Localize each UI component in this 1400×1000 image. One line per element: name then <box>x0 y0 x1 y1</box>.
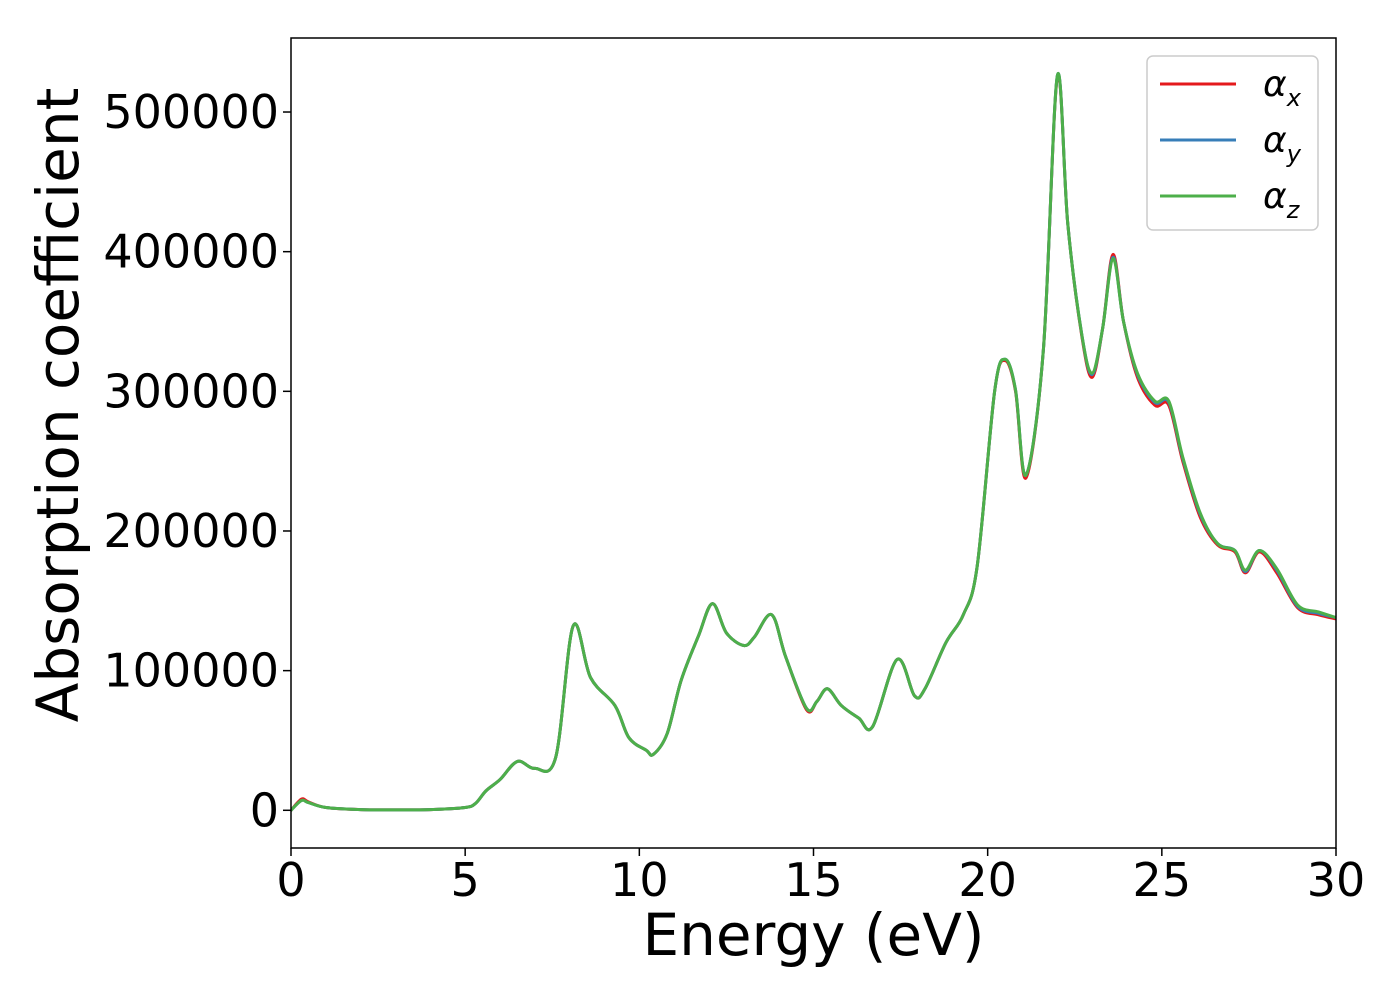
x-tick-label: 15 <box>784 853 843 907</box>
y-tick-label: 500000 <box>103 85 279 139</box>
y-tick-label: 400000 <box>103 225 279 279</box>
legend-label-x: αx <box>1263 64 1302 112</box>
legend-box <box>1146 55 1319 231</box>
x-axis-label: Energy (eV) <box>642 901 984 969</box>
y-tick-label: 0 <box>250 783 279 837</box>
x-tick-label: 20 <box>958 853 1017 907</box>
y-tick-label: 300000 <box>103 364 279 418</box>
y-axis-ticks: 0 100000 200000 300000 400000 500000 <box>103 85 291 837</box>
y-tick-label: 100000 <box>103 644 279 698</box>
x-tick-label: 30 <box>1307 853 1366 907</box>
legend-label-y: αy <box>1263 120 1302 168</box>
legend: αx αy αz <box>1146 55 1319 231</box>
y-axis-label: Absorption coefficient <box>24 88 92 723</box>
x-tick-label: 10 <box>610 853 669 907</box>
x-tick-label: 25 <box>1133 853 1192 907</box>
y-tick-label: 200000 <box>103 504 279 558</box>
x-tick-label: 5 <box>451 853 480 907</box>
series-line-z <box>291 71 1336 812</box>
x-tick-label: 0 <box>276 853 305 907</box>
legend-label-z: αz <box>1263 176 1301 224</box>
x-axis-ticks: 0 5 10 15 20 25 30 <box>276 848 1365 907</box>
series-layer <box>291 71 1336 812</box>
